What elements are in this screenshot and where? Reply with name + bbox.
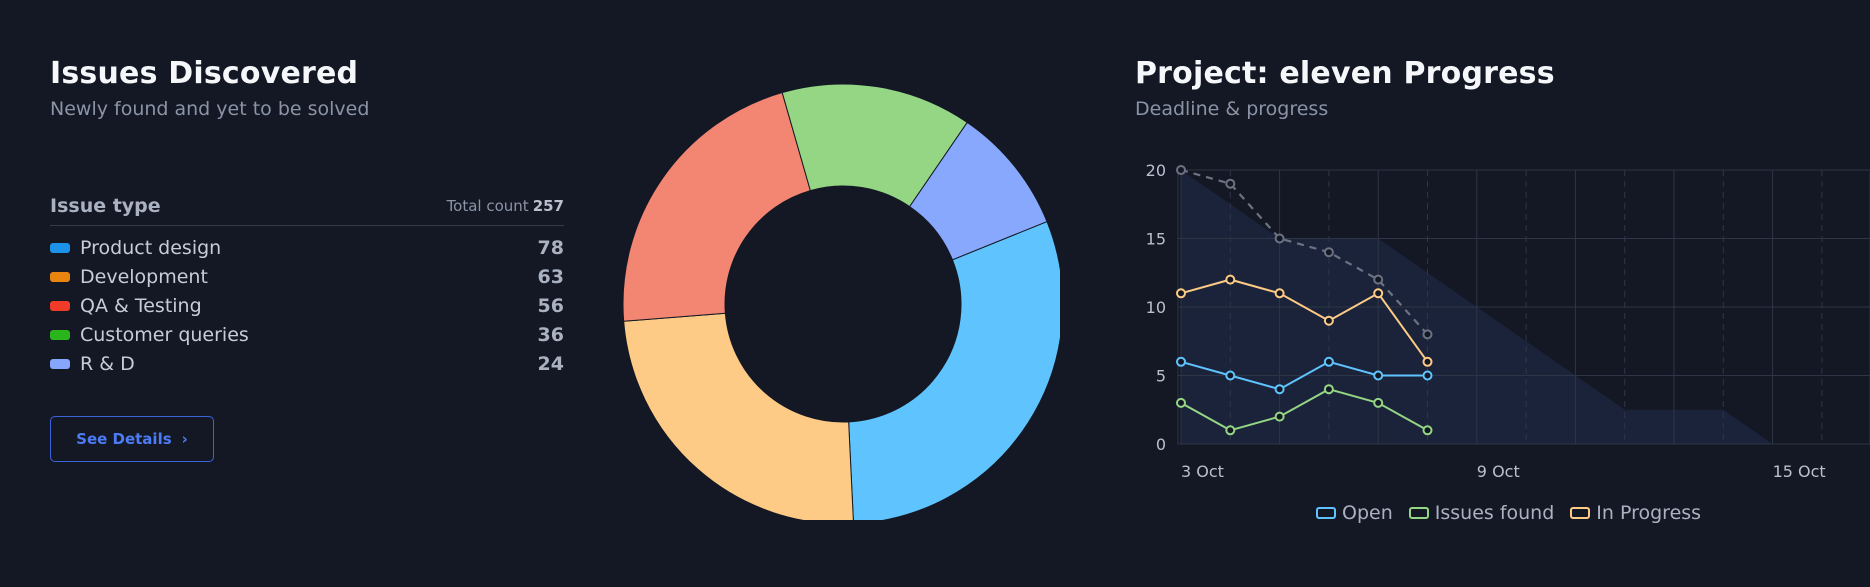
- issues-subtitle: Newly found and yet to be solved: [50, 98, 370, 120]
- issue-count: 36: [537, 323, 564, 346]
- chevron-right-icon: ›: [181, 430, 188, 448]
- progress-line-chart: 0 5 10 15 20 3 Oct 9 Oct 15 Oct: [1146, 161, 1870, 481]
- series-point: [1323, 315, 1334, 326]
- issue-list: Product design 78 Development 63 QA & Te…: [50, 233, 564, 378]
- progress-title: Project: eleven Progress: [1135, 56, 1555, 91]
- series-point: [1225, 425, 1236, 436]
- issues-title: Issues Discovered: [50, 56, 359, 91]
- donut-slice: [623, 312, 854, 520]
- series-point: [1274, 411, 1285, 422]
- total-count-label: Total count: [446, 196, 529, 215]
- issue-label: Product design: [80, 236, 222, 259]
- issues-donut-chart: [622, 83, 1060, 520]
- progress-subtitle: Deadline & progress: [1135, 98, 1329, 120]
- legend-label: Open: [1342, 502, 1393, 524]
- series-point: [1422, 370, 1433, 381]
- series-point: [1225, 274, 1236, 285]
- y-tick-label: 0: [1156, 435, 1166, 454]
- series-point: [1176, 397, 1186, 408]
- issue-row: Development 63: [50, 262, 564, 291]
- x-tick-label: 9 Oct: [1477, 462, 1520, 481]
- total-count: Total count 257: [447, 197, 564, 215]
- issue-label: Development: [80, 265, 208, 288]
- issue-row: QA & Testing 56: [50, 291, 564, 320]
- y-tick-label: 20: [1146, 161, 1166, 180]
- series-point: [1422, 356, 1433, 367]
- issue-row: Customer queries 36: [50, 320, 564, 349]
- deadline-line: [1180, 168, 1429, 336]
- see-details-label: See Details: [76, 430, 172, 448]
- issue-count: 63: [537, 265, 564, 288]
- issue-count: 78: [537, 236, 564, 259]
- legend-swatch: [50, 358, 70, 369]
- series-point: [1176, 288, 1186, 299]
- series-point: [1225, 370, 1236, 381]
- legend-item-open[interactable]: Open: [1316, 502, 1393, 524]
- donut-slice: [622, 91, 812, 322]
- deadline-point: [1274, 233, 1285, 244]
- issue-table-header: Issue type Total count 257: [50, 186, 564, 226]
- series-line: [1180, 360, 1428, 391]
- issue-type-header: Issue type: [50, 194, 161, 217]
- series-point: [1373, 397, 1384, 408]
- series-point: [1422, 425, 1433, 436]
- legend-swatch: [50, 242, 70, 253]
- legend-label: Issues found: [1434, 502, 1555, 524]
- series-point: [1176, 356, 1186, 367]
- legend-swatch: [1408, 507, 1429, 519]
- issue-label: R & D: [80, 352, 135, 375]
- legend-label: In Progress: [1596, 502, 1702, 524]
- legend-swatch: [50, 329, 70, 340]
- legend-item-issues-found[interactable]: Issues found: [1408, 502, 1555, 524]
- series-line: [1180, 278, 1429, 363]
- issue-label: Customer queries: [80, 323, 249, 346]
- legend-swatch: [1570, 507, 1591, 519]
- deadline-point: [1422, 329, 1433, 340]
- chart-legend: Open Issues found In Progress: [1316, 502, 1701, 524]
- series-point: [1274, 384, 1285, 395]
- deadline-point: [1373, 274, 1384, 285]
- x-tick-label: 3 Oct: [1181, 462, 1224, 481]
- progress-panel: Project: eleven Progress Deadline & prog…: [1080, 0, 1870, 587]
- series-point: [1373, 288, 1384, 299]
- issue-count: 56: [537, 294, 564, 317]
- legend-swatch: [1316, 507, 1336, 519]
- series-point: [1323, 356, 1334, 367]
- donut-slice: [908, 121, 1048, 261]
- series-point: [1323, 384, 1334, 395]
- y-tick-label: 15: [1146, 230, 1166, 249]
- legend-swatch: [50, 300, 70, 311]
- legend-item-in-progress[interactable]: In Progress: [1570, 502, 1701, 524]
- y-tick-label: 5: [1156, 367, 1166, 386]
- see-details-button[interactable]: See Details ›: [50, 416, 214, 462]
- issue-row: R & D 24: [50, 349, 564, 378]
- issue-count: 24: [537, 352, 564, 375]
- legend-swatch: [50, 271, 70, 282]
- donut-slice: [848, 220, 1060, 520]
- deadline-point: [1323, 247, 1334, 258]
- x-tick-label: 15 Oct: [1773, 462, 1826, 481]
- issue-label: QA & Testing: [80, 294, 202, 317]
- series-line: [1180, 388, 1428, 432]
- series-point: [1274, 288, 1285, 299]
- total-count-value: 257: [532, 196, 564, 215]
- deadline-point: [1176, 165, 1186, 175]
- deadline-point: [1225, 178, 1236, 189]
- y-tick-label: 10: [1146, 298, 1166, 317]
- issues-panel: Issues Discovered Newly found and yet to…: [50, 56, 1060, 520]
- series-point: [1373, 370, 1384, 381]
- issue-row: Product design 78: [50, 233, 564, 262]
